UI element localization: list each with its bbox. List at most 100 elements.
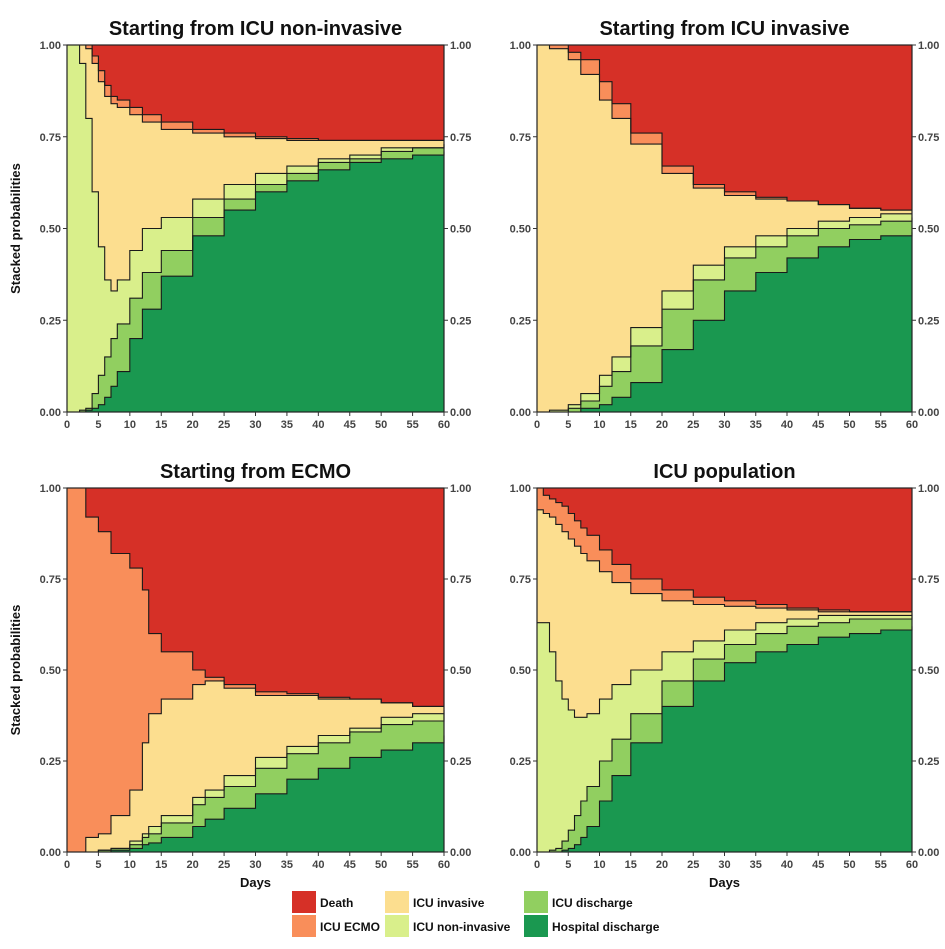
legend-label: ICU discharge: [552, 896, 633, 910]
x-tick-label: 30: [249, 419, 261, 431]
x-tick-label: 5: [95, 859, 101, 871]
x-tick-label: 60: [906, 419, 918, 431]
x-tick-label: 20: [656, 419, 668, 431]
panel-title: Starting from ECMO: [160, 461, 351, 483]
boundary-icu-ecmo: [537, 487, 912, 613]
x-tick-label: 25: [218, 859, 230, 871]
x-tick-label: 30: [718, 419, 730, 431]
legend-swatch: [524, 915, 548, 937]
legend-swatch: [292, 915, 316, 937]
x-tick-label: 40: [312, 419, 324, 431]
y-tick-label-left: 0.00: [510, 407, 531, 419]
x-tick-label: 55: [875, 859, 887, 871]
y-tick-label-left: 0.75: [510, 132, 531, 144]
x-tick-label: 40: [781, 419, 793, 431]
x-tick-label: 10: [124, 859, 136, 871]
y-tick-label-right: 0.25: [918, 315, 939, 327]
y-tick-label-left: 0.50: [510, 224, 531, 236]
boundary-icu-discharge: [537, 615, 913, 853]
y-tick-label-right: 0.75: [450, 132, 471, 144]
y-tick-label-left: 1.00: [40, 483, 61, 495]
boundary-icu-non-invasive: [67, 44, 445, 292]
x-tick-label: 35: [281, 859, 293, 871]
y-tick-label-left: 1.00: [40, 40, 61, 52]
area-hospital-discharge: [537, 626, 912, 852]
y-tick-label-left: 0.25: [40, 756, 61, 768]
boundary-icu-ecmo: [537, 44, 912, 211]
y-tick-label-right: 0.50: [450, 224, 471, 236]
boundary-icu-ecmo: [67, 44, 444, 141]
legend-label: Death: [320, 896, 353, 910]
x-tick-label: 45: [812, 859, 824, 871]
area-hospital-discharge: [67, 151, 444, 412]
y-tick-label-right: 0.25: [918, 756, 939, 768]
y-tick-label-left: 0.75: [510, 574, 531, 586]
boundary-hospital-discharge: [67, 735, 445, 853]
y-tick-label-right: 0.00: [918, 847, 939, 859]
panel-title: Starting from ICU non-invasive: [109, 18, 402, 40]
x-tick-label: 35: [750, 419, 762, 431]
boundary-icu-non-invasive: [67, 710, 445, 853]
boundary-icu-discharge: [67, 144, 445, 413]
y-tick-label-left: 1.00: [510, 483, 531, 495]
y-tick-label-right: 0.50: [918, 665, 939, 677]
x-axis-label: Days: [240, 875, 271, 890]
x-tick-label: 45: [344, 859, 356, 871]
panel-title: ICU population: [653, 461, 795, 483]
x-tick-label: 0: [534, 859, 540, 871]
x-tick-label: 50: [843, 419, 855, 431]
x-tick-label: 10: [593, 419, 605, 431]
y-tick-label-left: 1.00: [510, 40, 531, 52]
boundary-hospital-discharge: [537, 232, 913, 413]
y-tick-label-left: 0.00: [40, 847, 61, 859]
legend-swatch: [292, 891, 316, 913]
boundary-icu-non-invasive: [537, 613, 913, 718]
y-tick-label-right: 1.00: [450, 483, 471, 495]
y-tick-label-right: 0.50: [918, 224, 939, 236]
x-tick-label: 50: [375, 859, 387, 871]
x-tick-label: 5: [565, 419, 571, 431]
boundary-icu-non-invasive: [537, 213, 912, 413]
legend-swatch: [385, 915, 409, 937]
y-tick-label-left: 0.25: [40, 315, 61, 327]
x-tick-label: 15: [625, 859, 637, 871]
x-tick-label: 60: [438, 859, 450, 871]
y-tick-label-right: 0.25: [450, 756, 471, 768]
boundary-icu-ecmo: [67, 487, 444, 707]
y-tick-label-right: 1.00: [450, 40, 471, 52]
y-tick-label-right: 1.00: [918, 483, 939, 495]
x-tick-label: 40: [781, 859, 793, 871]
y-tick-label-left: 0.25: [510, 756, 531, 768]
boundary-hospital-discharge: [537, 626, 913, 853]
y-tick-label-right: 1.00: [918, 40, 939, 52]
y-tick-label-left: 0.50: [40, 224, 61, 236]
x-tick-label: 60: [906, 859, 918, 871]
y-tick-label-right: 0.75: [450, 574, 471, 586]
x-tick-label: 0: [64, 419, 70, 431]
y-tick-label-right: 0.75: [918, 132, 939, 144]
y-tick-label-left: 0.25: [510, 315, 531, 327]
x-tick-label: 60: [438, 419, 450, 431]
y-tick-label-left: 0.50: [510, 665, 531, 677]
y-tick-label-right: 0.75: [918, 574, 939, 586]
y-tick-label-right: 0.25: [450, 315, 471, 327]
x-tick-label: 0: [64, 859, 70, 871]
y-axis-label: Stacked probabilities: [8, 605, 23, 736]
x-tick-label: 30: [718, 859, 730, 871]
x-tick-label: 40: [312, 859, 324, 871]
x-axis-label: Days: [709, 875, 740, 890]
x-tick-label: 10: [593, 859, 605, 871]
x-tick-label: 35: [281, 419, 293, 431]
x-tick-label: 15: [155, 859, 167, 871]
y-tick-label-right: 0.00: [450, 407, 471, 419]
x-tick-label: 20: [187, 419, 199, 431]
y-tick-label-right: 0.00: [918, 407, 939, 419]
legend-swatch: [524, 891, 548, 913]
panel-1: Starting from ICU non-invasive 0 5 10 15 20 25…: [8, 18, 471, 431]
area-hospital-discharge: [67, 735, 444, 852]
y-tick-label-left: 0.50: [40, 665, 61, 677]
area-hospital-discharge: [537, 232, 912, 412]
boundary-icu-invasive: [67, 680, 444, 853]
legend-label: Hospital discharge: [552, 920, 660, 934]
